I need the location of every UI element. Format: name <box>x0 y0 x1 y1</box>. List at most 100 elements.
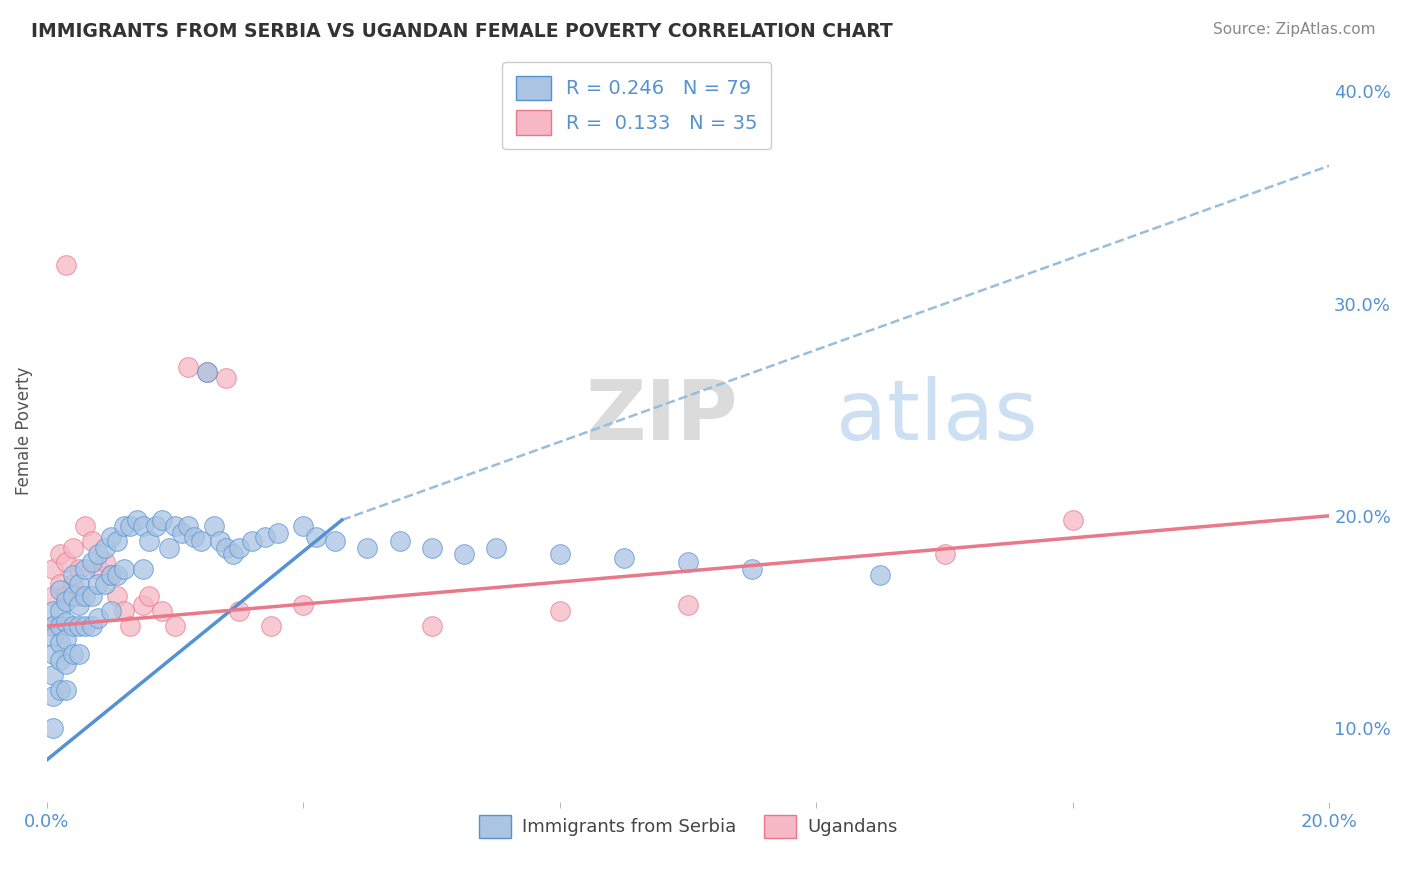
Point <box>42 590 65 604</box>
Y-axis label: Female Poverty: Female Poverty <box>15 367 32 495</box>
Point <box>548 547 571 561</box>
Text: IMMIGRANTS FROM SERBIA VS UGANDAN FEMALE POVERTY CORRELATION CHART: IMMIGRANTS FROM SERBIA VS UGANDAN FEMALE… <box>31 22 893 41</box>
Point <box>80 556 103 570</box>
Point <box>120 619 142 633</box>
Point <box>62 590 84 604</box>
Point <box>48 682 70 697</box>
Point <box>67 647 90 661</box>
Point <box>420 619 443 633</box>
Point <box>42 630 65 644</box>
Point <box>177 360 200 375</box>
Point <box>292 519 315 533</box>
Point <box>453 547 475 561</box>
Point <box>125 513 148 527</box>
Point <box>62 576 84 591</box>
Point <box>62 619 84 633</box>
Point <box>676 556 699 570</box>
Point <box>676 598 699 612</box>
Point <box>42 647 65 661</box>
Point <box>42 668 65 682</box>
Point <box>1062 513 1084 527</box>
Point <box>613 551 636 566</box>
Point <box>67 590 90 604</box>
Point <box>93 556 115 570</box>
Point <box>55 615 77 629</box>
Point <box>87 562 110 576</box>
Point <box>215 541 238 555</box>
Text: Source: ZipAtlas.com: Source: ZipAtlas.com <box>1212 22 1375 37</box>
Point <box>48 576 70 591</box>
Point <box>42 604 65 618</box>
Point <box>48 636 70 650</box>
Legend: Immigrants from Serbia, Ugandans: Immigrants from Serbia, Ugandans <box>471 807 904 846</box>
Point <box>62 568 84 582</box>
Point <box>42 721 65 735</box>
Text: ZIP: ZIP <box>585 376 738 457</box>
Point <box>42 619 65 633</box>
Point <box>75 562 97 576</box>
Point <box>93 576 115 591</box>
Point <box>100 604 122 618</box>
Point <box>145 519 167 533</box>
Point <box>107 568 129 582</box>
Point <box>190 534 212 549</box>
Point <box>170 525 193 540</box>
Point <box>138 534 160 549</box>
Point <box>75 619 97 633</box>
Point <box>100 568 122 582</box>
Point <box>93 541 115 555</box>
Point <box>42 689 65 703</box>
Point <box>100 568 122 582</box>
Point <box>80 590 103 604</box>
Point <box>48 583 70 598</box>
Point <box>222 547 245 561</box>
Point <box>55 556 77 570</box>
Point <box>228 604 250 618</box>
Point <box>67 576 90 591</box>
Point <box>107 590 129 604</box>
Point <box>67 619 90 633</box>
Point <box>48 653 70 667</box>
Point <box>48 619 70 633</box>
Point <box>869 568 891 582</box>
Point <box>305 530 328 544</box>
Point <box>112 562 135 576</box>
Point <box>934 547 956 561</box>
Point <box>67 562 90 576</box>
Point <box>132 562 155 576</box>
Point <box>67 598 90 612</box>
Point <box>48 547 70 561</box>
Point <box>132 519 155 533</box>
Point <box>55 593 77 607</box>
Point <box>75 519 97 533</box>
Point <box>292 598 315 612</box>
Point <box>138 590 160 604</box>
Point <box>55 590 77 604</box>
Point <box>260 619 283 633</box>
Point <box>80 619 103 633</box>
Point <box>208 534 231 549</box>
Point <box>55 682 77 697</box>
Point <box>55 632 77 646</box>
Point <box>112 519 135 533</box>
Text: atlas: atlas <box>835 376 1038 457</box>
Point <box>87 576 110 591</box>
Point <box>132 598 155 612</box>
Point <box>741 562 763 576</box>
Point <box>183 530 205 544</box>
Point <box>325 534 347 549</box>
Point <box>120 519 142 533</box>
Point <box>100 530 122 544</box>
Point <box>253 530 276 544</box>
Point <box>165 619 187 633</box>
Point <box>87 610 110 624</box>
Point <box>215 371 238 385</box>
Point <box>62 647 84 661</box>
Point <box>62 541 84 555</box>
Point <box>485 541 508 555</box>
Point <box>42 562 65 576</box>
Point <box>420 541 443 555</box>
Point <box>107 534 129 549</box>
Point <box>202 519 225 533</box>
Point <box>388 534 411 549</box>
